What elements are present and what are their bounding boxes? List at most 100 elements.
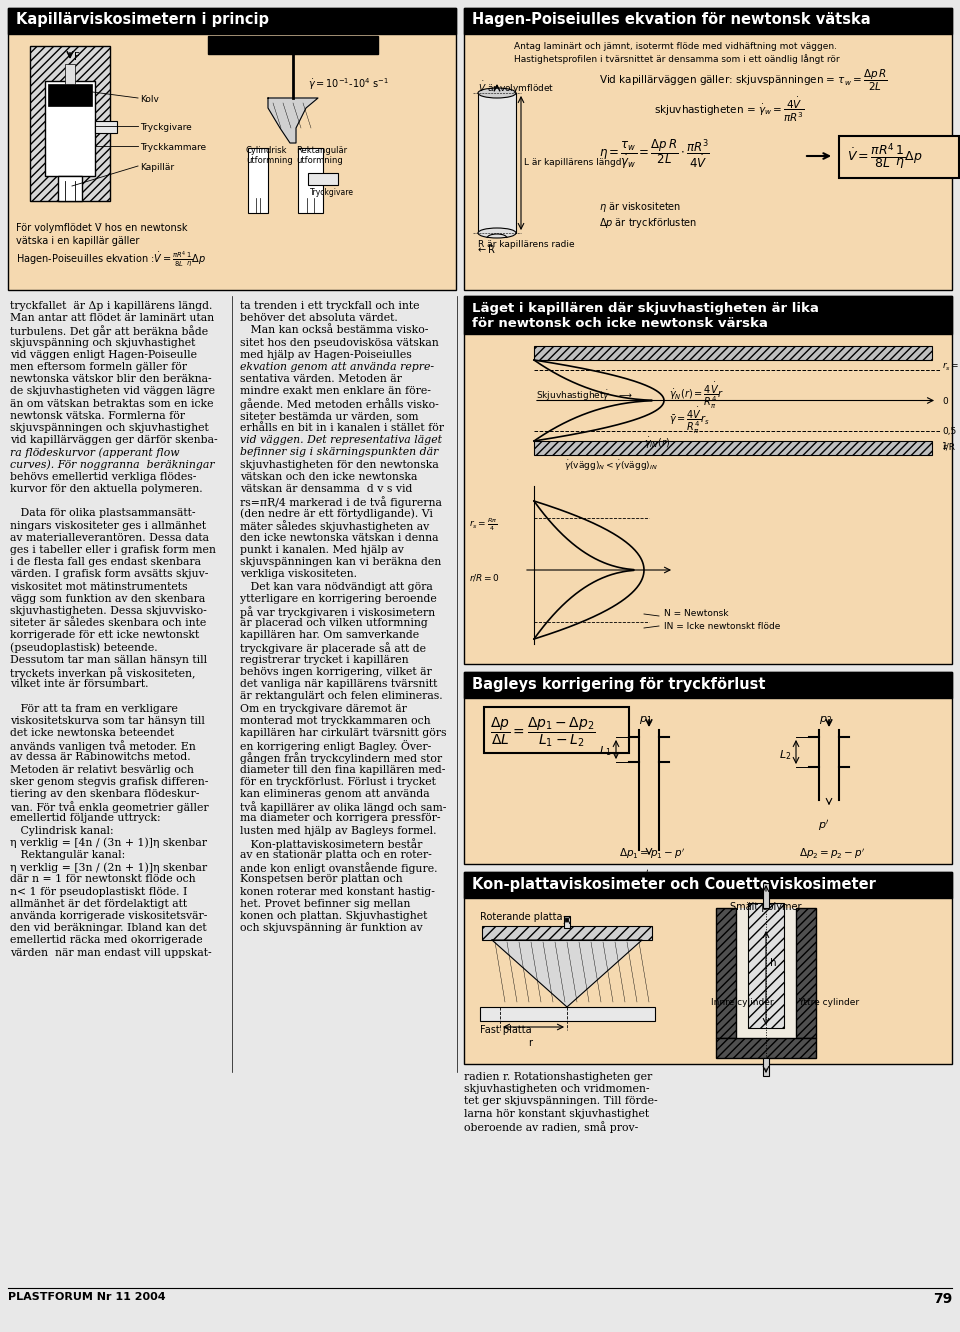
Text: behöver det absoluta värdet.: behöver det absoluta värdet.: [240, 313, 397, 324]
Bar: [45, 81, 95, 176]
Text: i de flesta fall ges endast skenbara: i de flesta fall ges endast skenbara: [10, 557, 201, 567]
Text: R är kapillärens radie: R är kapillärens radie: [478, 240, 575, 249]
Text: där n = 1 för newtonskt flöde och: där n = 1 för newtonskt flöde och: [10, 874, 196, 884]
Text: Kolv: Kolv: [140, 95, 158, 104]
Text: vägg som funktion av den skenbara: vägg som funktion av den skenbara: [10, 594, 205, 603]
Text: tet ger skjuvspänningen. Till förde-: tet ger skjuvspänningen. Till förde-: [464, 1096, 658, 1107]
Bar: [464, 872, 952, 898]
Bar: [464, 673, 952, 698]
Text: h: h: [770, 958, 777, 968]
Text: för en tryckförlust. Förlust i trycket: för en tryckförlust. Förlust i trycket: [240, 777, 436, 787]
Text: $r/R = 0$: $r/R = 0$: [469, 571, 500, 583]
Bar: [763, 1058, 769, 1076]
Text: 0,5: 0,5: [942, 426, 956, 436]
Bar: [58, 176, 82, 201]
N: [595, 518, 607, 534]
N: [614, 530, 626, 546]
Text: 1: 1: [942, 442, 948, 452]
Text: Tryckkammare: Tryckkammare: [140, 143, 206, 152]
Text: $\Delta p_2 = p_2 - p'$: $\Delta p_2 = p_2 - p'$: [799, 847, 866, 862]
Text: mindre exakt men enklare än före-: mindre exakt men enklare än före-: [240, 386, 431, 397]
Text: N = Newtonsk: N = Newtonsk: [664, 609, 729, 618]
Bar: [208, 36, 378, 55]
Text: kapillären har cirkulärt tvärsnitt görs: kapillären har cirkulärt tvärsnitt görs: [240, 729, 446, 738]
Text: skjuvspänning och skjuvhastighet: skjuvspänning och skjuvhastighet: [10, 337, 196, 348]
Text: Bagleys korrigering för tryckförlust: Bagleys korrigering för tryckförlust: [472, 677, 765, 693]
Bar: [30, 47, 110, 201]
Text: lusten med hjälp av Bagleys formel.: lusten med hjälp av Bagleys formel.: [240, 826, 437, 835]
Text: Antag laminärt och jämnt, isotermt flöde med vidhäftning mot väggen.: Antag laminärt och jämnt, isotermt flöde…: [514, 43, 837, 51]
Bar: [839, 136, 959, 178]
Text: Vid kapillärväggen gäller: skjuvspänningen = $\tau_w = \dfrac{\Delta p\,R}{2L}$: Vid kapillärväggen gäller: skjuvspänning…: [599, 68, 888, 93]
Text: 0: 0: [942, 397, 948, 405]
Text: Fast platta: Fast platta: [480, 1026, 532, 1035]
Text: av dessa är Rabinowitchs metod.: av dessa är Rabinowitchs metod.: [10, 753, 191, 762]
Text: ningars viskositeter ges i allmänhet: ningars viskositeter ges i allmänhet: [10, 521, 206, 530]
Text: vätska i en kapillär gäller: vätska i en kapillär gäller: [16, 236, 139, 246]
Bar: [716, 1038, 816, 1058]
Text: vätskan är densamma  d v s vid: vätskan är densamma d v s vid: [240, 484, 413, 494]
Bar: [95, 121, 117, 133]
Text: skjuvspänningen kan vi beräkna den: skjuvspänningen kan vi beräkna den: [240, 557, 442, 567]
N: [553, 501, 564, 517]
Bar: [464, 8, 952, 290]
Text: Det kan vara nödvändigt att göra: Det kan vara nödvändigt att göra: [240, 582, 433, 591]
Text: på var tryckgivaren i viskosimetern: på var tryckgivaren i viskosimetern: [240, 606, 435, 618]
Text: emellertid räcka med okorrigerade: emellertid räcka med okorrigerade: [10, 935, 203, 946]
Text: sker genom stegvis grafisk differen-: sker genom stegvis grafisk differen-: [10, 777, 208, 787]
N: [563, 619, 574, 635]
Text: Hagen-Poiseuilles ekvation :$\dot{V}=\frac{\pi R^4}{8L}\frac{1}{\eta}\Delta p$: Hagen-Poiseuilles ekvation :$\dot{V}=\fr…: [16, 249, 206, 269]
Polygon shape: [492, 940, 642, 1007]
Text: $p'$: $p'$: [638, 868, 650, 883]
Text: siteter bestämda ur värden, som: siteter bestämda ur värden, som: [240, 410, 419, 421]
Text: Hastighetsprofilen i tvärsnittet är densamma som i ett oändlig långt rör: Hastighetsprofilen i tvärsnittet är dens…: [514, 55, 840, 64]
Text: rs=πR/4 markerad i de två figurerna: rs=πR/4 markerad i de två figurerna: [240, 497, 442, 507]
Text: de skjuvhastigheten vid väggen lägre: de skjuvhastigheten vid väggen lägre: [10, 386, 215, 397]
Text: van. För två enkla geometrier gäller: van. För två enkla geometrier gäller: [10, 802, 208, 813]
Bar: [464, 872, 952, 1064]
N: [549, 625, 561, 641]
Text: n< 1 för pseudoplastiskt flöde. I: n< 1 för pseudoplastiskt flöde. I: [10, 887, 187, 896]
Text: korrigerade för ett icke newtonskt: korrigerade för ett icke newtonskt: [10, 630, 200, 641]
Line: N: N: [534, 501, 644, 639]
Text: IN = Icke newtonskt flöde: IN = Icke newtonskt flöde: [664, 622, 780, 631]
Bar: [748, 903, 784, 1028]
Text: Roterande platta: Roterande platta: [480, 912, 563, 922]
Bar: [716, 908, 736, 1038]
Text: skjuvhastigheten. Dessa skjuvvisko-: skjuvhastigheten. Dessa skjuvvisko-: [10, 606, 206, 615]
Text: (den nedre är ett förtydligande). Vi: (den nedre är ett förtydligande). Vi: [240, 509, 433, 519]
Text: ra flödeskurvor (apperant flow: ra flödeskurvor (apperant flow: [10, 448, 180, 458]
Bar: [248, 148, 268, 213]
Text: vid kapillärväggen ger därför skenba-: vid kapillärväggen ger därför skenba-: [10, 436, 218, 445]
Text: Tryckgivare: Tryckgivare: [310, 188, 354, 197]
Text: diameter till den fina kapillären med-: diameter till den fina kapillären med-: [240, 765, 445, 775]
Text: vid väggen. Det representativa läget: vid väggen. Det representativa läget: [240, 436, 442, 445]
Text: $p_2$: $p_2$: [819, 714, 832, 726]
Text: F: F: [74, 52, 80, 63]
Bar: [534, 441, 932, 456]
Text: Konspetsen berör plattan och: Konspetsen berör plattan och: [240, 874, 402, 884]
Bar: [763, 883, 769, 908]
Text: $p'$: $p'$: [818, 818, 829, 832]
Text: Yttre cylinder: Yttre cylinder: [798, 998, 859, 1007]
Text: verkliga viskositeten.: verkliga viskositeten.: [240, 569, 357, 579]
Text: Smält polymer: Smält polymer: [731, 902, 802, 912]
Text: L är kapillärens längd: L är kapillärens längd: [524, 159, 621, 166]
Text: het. Provet befinner sig mellan: het. Provet befinner sig mellan: [240, 899, 410, 908]
Text: $\eta = \dfrac{\tau_w}{\dot{\gamma}_w} = \dfrac{\Delta p\,R}{2L} \cdot \dfrac{\p: $\eta = \dfrac{\tau_w}{\dot{\gamma}_w} =…: [599, 139, 710, 170]
Text: används vanligen två metoder. En: används vanligen två metoder. En: [10, 741, 196, 753]
Text: $\dot{\gamma}(\text{vägg})_N < \dot{\gamma}(\text{vägg})_{IN}$: $\dot{\gamma}(\text{vägg})_N < \dot{\gam…: [564, 460, 658, 473]
Bar: [736, 908, 796, 1038]
Bar: [464, 8, 952, 35]
Text: Innre cylinder: Innre cylinder: [711, 998, 774, 1007]
Text: en korrigering enligt Bagley. Över-: en korrigering enligt Bagley. Över-: [240, 741, 431, 753]
Text: newtonska vätskor blir den beräkna-: newtonska vätskor blir den beräkna-: [10, 374, 211, 384]
Text: För att ta fram en verkligare: För att ta fram en verkligare: [10, 703, 178, 714]
Ellipse shape: [478, 228, 516, 238]
Text: gången från tryckcylindern med stor: gången från tryckcylindern med stor: [240, 753, 443, 765]
Text: Kon-plattaviskosimeter och Couetteviskosimeter: Kon-plattaviskosimeter och Couetteviskos…: [472, 876, 876, 892]
Text: värden. I grafisk form avsätts skjuv-: värden. I grafisk form avsätts skjuv-: [10, 569, 208, 579]
Bar: [484, 707, 629, 753]
Text: $\eta$ är viskositeten: $\eta$ är viskositeten: [599, 200, 682, 214]
Text: emellertid följande uttryck:: emellertid följande uttryck:: [10, 814, 160, 823]
